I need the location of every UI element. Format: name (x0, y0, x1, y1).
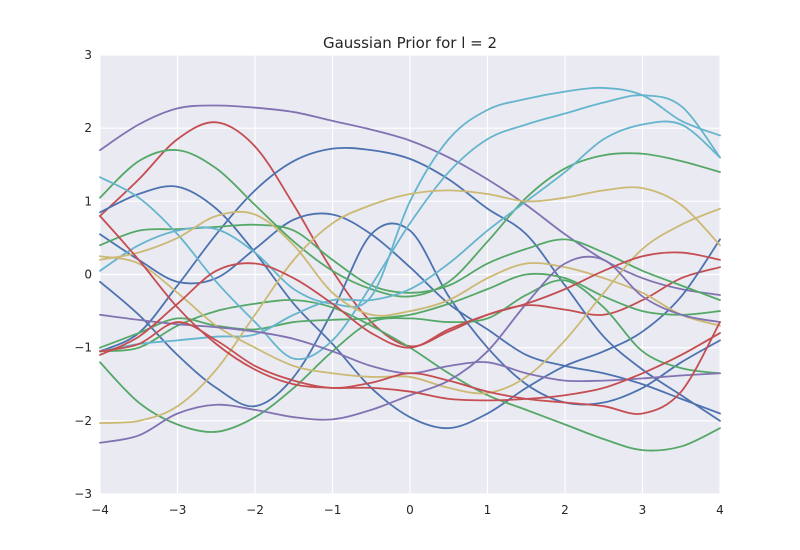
x-tick-label: −3 (169, 503, 187, 517)
y-tick-label: −3 (74, 487, 92, 501)
series-lines (99, 86, 721, 452)
series-line-3 (99, 185, 721, 430)
x-tick-label: −1 (324, 503, 342, 517)
x-tick-label: 2 (561, 503, 569, 517)
series-line-4 (99, 146, 721, 422)
series-line-17 (99, 186, 721, 424)
series-line-12 (99, 94, 721, 361)
series-line-6 (99, 212, 721, 415)
x-tick-labels: −4 −3 −2 −1 0 1 2 3 4 (91, 503, 724, 517)
y-tick-label: 1 (84, 194, 92, 208)
y-tick-label: 2 (84, 121, 92, 135)
x-tick-label: −2 (246, 503, 264, 517)
x-tick-label: 4 (716, 503, 724, 517)
x-tick-label: 0 (406, 503, 414, 517)
y-tick-label: −2 (74, 414, 92, 428)
y-tick-label: −1 (74, 341, 92, 355)
series-line-7 (99, 149, 721, 298)
series-line-14 (99, 120, 721, 353)
y-tick-labels: −3 −2 −1 0 1 2 3 (74, 48, 92, 501)
series-line-16 (99, 207, 721, 395)
series-line-9 (99, 279, 721, 433)
series-line-15 (99, 210, 721, 327)
series-line-5 (99, 222, 721, 408)
x-tick-label: 1 (484, 503, 492, 517)
series-line-10 (99, 272, 721, 349)
series-line-19 (99, 255, 721, 444)
y-tick-label: 3 (84, 48, 92, 62)
chart-title: Gaussian Prior for l = 2 (323, 34, 497, 52)
y-tick-label: 0 (84, 268, 92, 282)
x-tick-label: −4 (91, 503, 109, 517)
series-line-22 (99, 215, 721, 402)
series-line-20 (99, 251, 721, 356)
series-line-21 (99, 321, 721, 415)
x-tick-label: 3 (639, 503, 647, 517)
series-line-13 (99, 86, 721, 308)
